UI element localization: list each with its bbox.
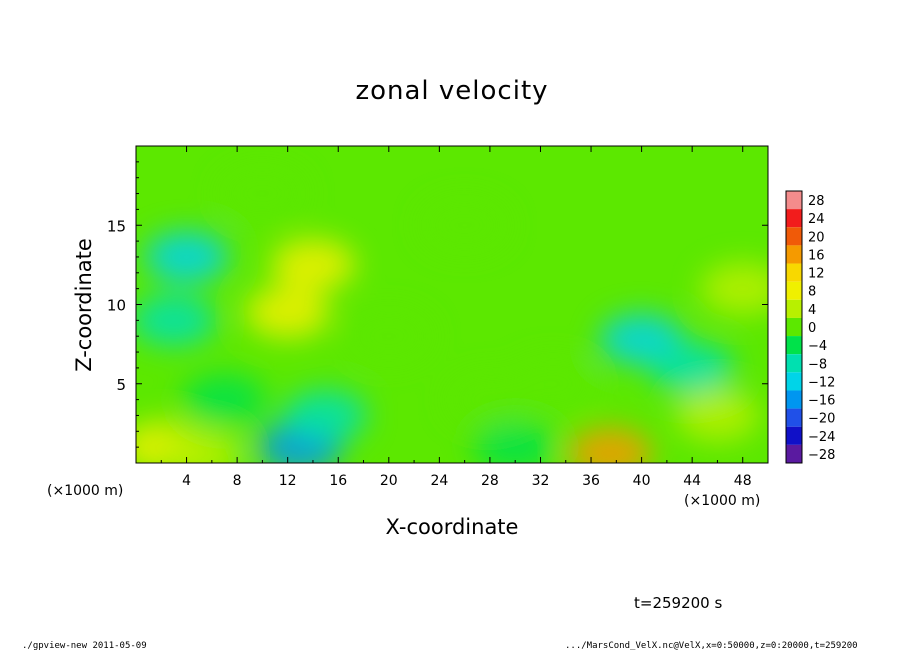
colorbar-segment [786,317,802,337]
x-tick-label: 36 [582,473,600,489]
field-patch [136,294,216,347]
field-patch [157,429,242,463]
field-patch [473,421,558,463]
field-patch [245,286,330,339]
colorbar-segment [786,209,802,228]
field-patch [511,357,596,410]
x-axis-unit-right: (×1000 m) [684,493,761,509]
colorbar-segment [786,390,802,409]
colorbar-label: −28 [808,448,835,463]
colorbar-segment [786,281,802,300]
colorbar-label: −24 [808,430,835,445]
x-axis-label: X-coordinate [385,515,519,539]
field-patch [422,199,507,252]
x-axis-unit-left: (×1000 m) [47,483,124,499]
colorbar-segment [786,372,802,391]
colorbar-label: 20 [808,230,825,245]
y-tick-label: 5 [116,376,126,394]
colorbar-segment [786,299,802,318]
colorbar-label: −8 [808,357,827,372]
field-patch [675,389,760,442]
colorbar-segment [786,263,802,282]
time-annotation: t=259200 s [634,594,723,612]
footer-left: ./gpview-new 2011-05-09 [22,641,147,651]
x-tick-label: 44 [683,473,701,489]
x-tick-label: 16 [329,473,347,489]
field-patch [568,427,652,463]
colorbar-segment [786,336,802,355]
colorbar-label: −12 [808,375,835,390]
colorbar-label: −16 [808,394,835,409]
x-tick-label: 20 [380,473,398,489]
colorbar-segment [786,191,802,210]
colorbar-label: 4 [808,303,816,318]
colorbar-label: 8 [808,285,816,300]
colorbar-frame [785,190,803,464]
x-tick-label: 48 [734,473,752,489]
field-patch [283,389,368,442]
colorbar: 28 24 20 16 12 8 4 0 −4 −8 −12 −16 −20 −24 −28 [785,190,835,464]
colorbar-segment [786,245,802,264]
heatmap-field [136,146,768,463]
field-patch [144,230,229,283]
colorbar-label: 28 [808,194,825,209]
x-tick-label: 24 [430,473,448,489]
colorbar-segment [786,426,802,445]
colorbar-segment [786,444,802,463]
footer-right: .../MarsCond_VelX.nc@VelX,x=0:50000,z=0:… [565,641,858,651]
x-tick-label: 12 [279,473,297,489]
x-tick-label: 28 [481,473,499,489]
field-patch [650,341,735,394]
colorbar-label: −20 [808,412,835,427]
chart-title: zonal velocity [355,76,549,106]
x-tick-label: 32 [532,473,550,489]
colorbar-label: 0 [808,321,816,336]
x-tick-label: 40 [633,473,651,489]
y-tick-label: 10 [107,297,126,315]
field-patch [447,373,532,426]
field-patch [182,373,267,426]
field-patch [270,238,355,291]
colorbar-label: 24 [808,212,825,227]
colorbar-label: 12 [808,267,825,282]
colorbar-segment [786,227,802,246]
colorbar-label: 16 [808,248,825,263]
colorbar-segment [786,408,802,427]
y-tick-label: 15 [107,217,126,235]
colorbar-label: −4 [808,339,827,354]
x-tick-label: 8 [233,473,242,489]
field-patch [346,310,431,363]
colorbar-segment [786,354,802,373]
field-patch [220,167,305,220]
field-patch [700,262,768,315]
x-tick-label: 4 [182,473,191,489]
